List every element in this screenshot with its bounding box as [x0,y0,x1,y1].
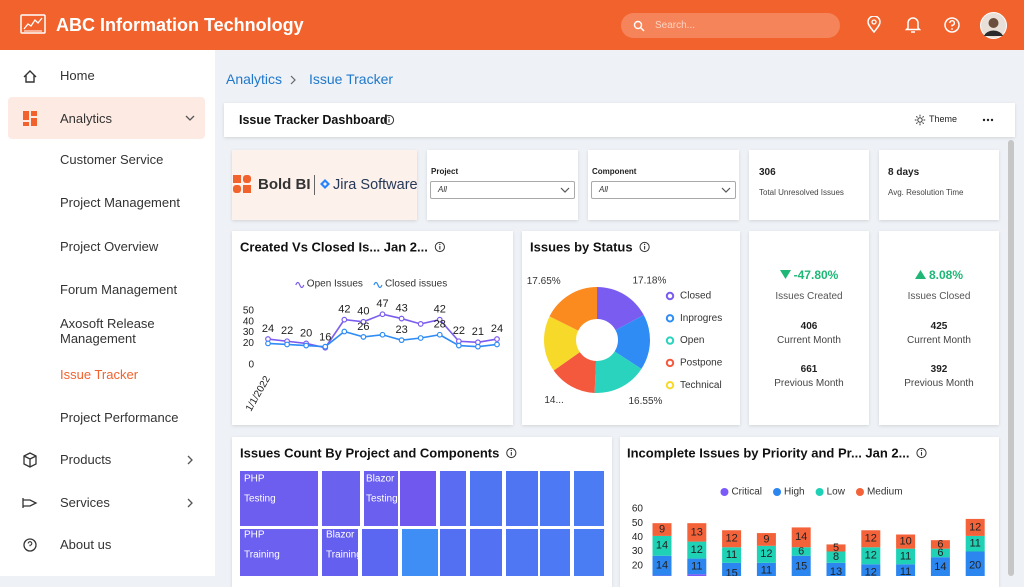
change-text: 8.08% [929,268,963,282]
dashboard-title: Issue Tracker Dashboard [239,113,388,127]
logo-card: Bold BI Jira Software [232,150,417,220]
submenu-item[interactable]: Customer Service [60,152,163,168]
logo-text: Bold BI [258,176,311,193]
menu-item[interactable]: Home [60,68,95,84]
filter-label: Project [431,167,458,176]
submenu-item[interactable]: Project Management [60,195,180,211]
previous-label: Previous Month [879,378,999,389]
bar-chart-card [620,437,999,587]
kpi-card: 8 days Avg. Resolution Time [879,150,999,220]
theme-button[interactable]: Theme [929,114,957,124]
header: ABC Information Technology Search... [0,0,1024,50]
current-label: Current Month [749,335,869,346]
up-arrow [915,270,926,279]
kpi-label: Total Unresolved Issues [759,188,844,197]
breadcrumb-separator [288,74,298,86]
kpi-label: Avg. Resolution Time [888,188,963,197]
kpi-card: 306 Total Unresolved Issues [749,150,869,220]
menu-item[interactable]: Products [60,452,111,468]
down-arrow [780,270,791,279]
logo-separator [314,175,315,195]
dashboard-header: Issue Tracker Dashboard Theme [224,103,1015,137]
filter-dropdown[interactable]: All [430,181,575,199]
dropdown-arrow [721,185,731,195]
search-placeholder: Search... [655,20,695,31]
previous-value: 392 [879,364,999,375]
app-title: ABC Information Technology [56,15,304,36]
boldbi-logo-icon [233,175,253,195]
line-chart-card [232,231,513,425]
submenu-item-active[interactable]: Issue Tracker [60,367,138,383]
change-value: -47.80% [749,268,869,282]
user-avatar[interactable] [980,12,1007,39]
theme-icon[interactable] [914,114,926,126]
filter-card: Project All [427,150,578,220]
notification-icon[interactable] [905,16,921,34]
more-menu[interactable] [981,117,995,123]
menu-item[interactable]: About us [60,537,111,553]
previous-value: 661 [749,364,869,375]
help-icon[interactable] [943,16,961,34]
submenu-item[interactable]: Forum Management [60,282,177,298]
change-title: Issues Closed [879,291,999,302]
current-value: 406 [749,321,869,332]
app-logo [20,14,46,36]
breadcrumb-current: Issue Tracker [309,71,393,87]
dropdown-arrow [560,185,570,195]
current-value: 425 [879,321,999,332]
search-box[interactable]: Search... [621,13,840,38]
location-icon[interactable] [866,16,882,34]
submenu-item[interactable]: Project Overview [60,239,158,255]
search-icon [633,20,645,32]
breadcrumb-link[interactable]: Analytics [226,71,282,87]
change-title: Issues Created [749,291,869,302]
kpi-value: 306 [759,167,776,178]
treemap-card [232,437,612,587]
menu-item[interactable]: Analytics [60,111,112,127]
filter-value: All [438,185,447,194]
submenu-item[interactable]: Project Performance [60,410,179,426]
pie-chart-card [522,231,740,425]
jira-logo-icon [319,178,331,192]
current-label: Current Month [879,335,999,346]
logo-text: Jira Software [333,177,418,193]
filter-label: Component [592,167,636,176]
filter-value: All [599,185,608,194]
scrollbar[interactable] [1008,140,1014,576]
change-card: -47.80% Issues Created 406 Current Month… [749,231,869,425]
filter-card: Component All [588,150,739,220]
kpi-value: 8 days [888,167,919,178]
info-icon[interactable] [383,114,395,126]
menu-item[interactable]: Services [60,495,110,511]
submenu-item[interactable]: Axosoft Release Management [60,316,180,346]
filter-dropdown[interactable]: All [591,181,736,199]
change-card: 8.08% Issues Closed 425 Current Month 39… [879,231,999,425]
previous-label: Previous Month [749,378,869,389]
change-value: 8.08% [879,268,999,282]
change-text: -47.80% [794,268,839,282]
